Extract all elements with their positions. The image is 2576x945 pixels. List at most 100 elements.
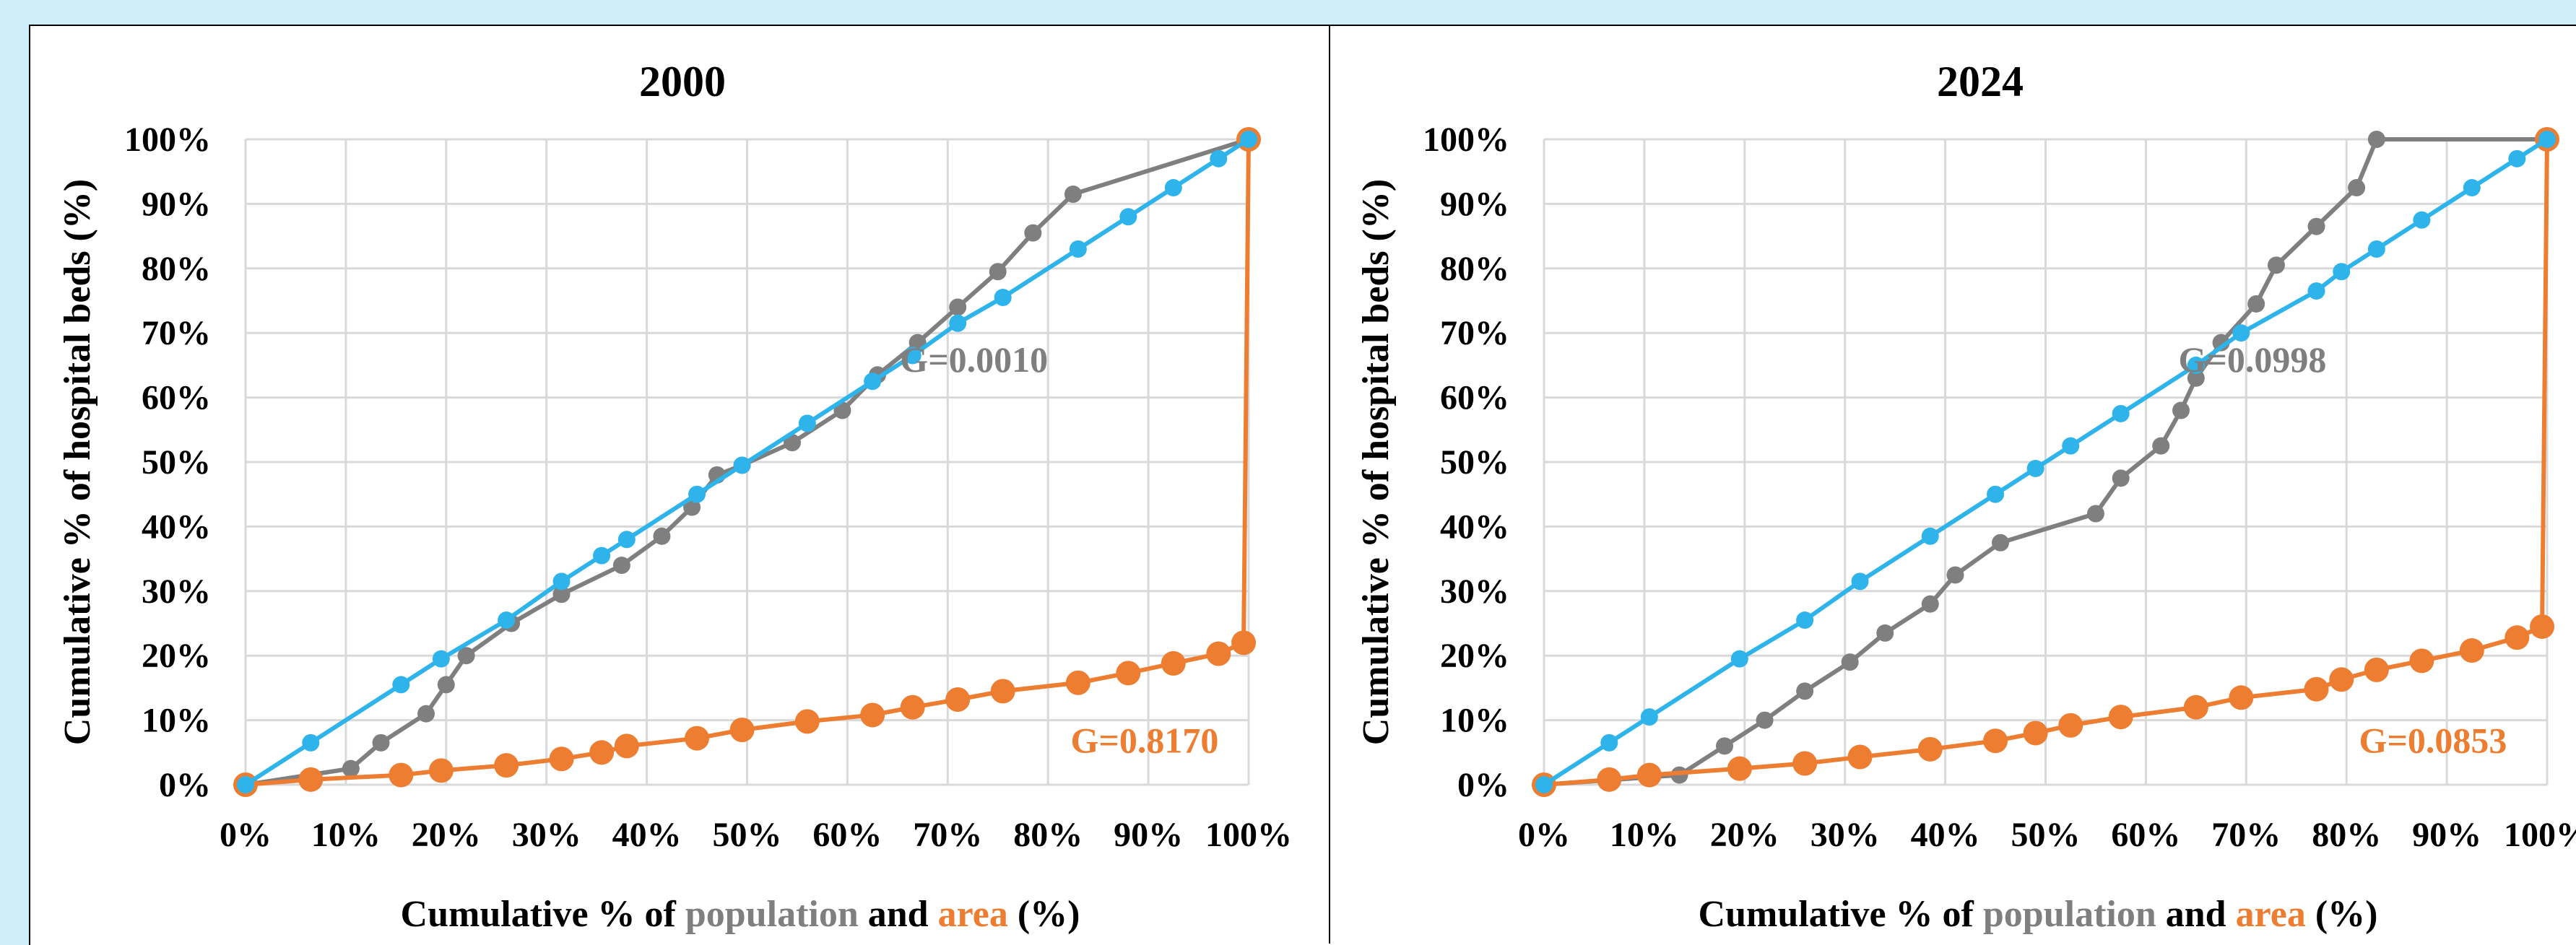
data-point-equality — [798, 414, 816, 432]
y-tick-label: 100% — [1423, 121, 1509, 159]
data-point-area — [298, 767, 324, 792]
chart-title: 2000 — [639, 58, 726, 105]
y-tick-label: 90% — [142, 185, 211, 223]
data-point-area — [1983, 728, 2008, 754]
x-tick-label: 50% — [2011, 816, 2081, 854]
data-point-area — [389, 762, 414, 788]
data-point-area — [1792, 751, 1818, 776]
data-point-equality — [2062, 437, 2080, 455]
chart-panel-2000: 2000 0% 10% 20% 30% 40% 50% 60% 70% 80% 90% 100% 0% 1… — [57, 58, 1292, 935]
data-point-equality — [617, 531, 636, 549]
data-point-area — [1636, 762, 1662, 788]
data-point-population — [2367, 131, 2385, 148]
y-tick-label: 90% — [1440, 185, 1509, 223]
data-point-population — [1716, 737, 1734, 755]
x-tick-label: 30% — [1810, 816, 1880, 854]
data-point-area — [589, 740, 615, 765]
x-tick-label: 30% — [512, 816, 581, 854]
data-point-equality — [864, 373, 882, 391]
x-tick-label: 60% — [2111, 816, 2180, 854]
data-point-area — [2364, 657, 2389, 682]
y-axis-label: Cumulative % of hospital beds (%) — [57, 179, 98, 745]
panel-divider — [1329, 25, 1330, 944]
data-point-area — [900, 694, 925, 720]
data-point-equality — [994, 289, 1012, 307]
data-point-area — [685, 726, 710, 751]
y-tick-label: 100% — [124, 121, 211, 159]
data-point-population — [989, 263, 1007, 281]
y-tick-label: 80% — [1440, 250, 1509, 288]
x-tick-label: 90% — [2412, 816, 2481, 854]
data-point-area — [1847, 744, 1873, 770]
data-point-area — [1161, 650, 1186, 676]
data-point-equality — [237, 776, 254, 793]
data-point-equality — [949, 314, 967, 332]
x-tick-label: 80% — [1013, 816, 1083, 854]
data-point-population — [1064, 185, 1082, 203]
data-point-area — [2023, 720, 2048, 746]
gini-annotation-area: G=0.0853 — [2359, 720, 2507, 760]
data-point-equality — [903, 347, 921, 365]
data-point-equality — [2538, 131, 2556, 148]
gini-annotation-population: G=0.0998 — [2179, 339, 2327, 380]
data-point-population — [612, 557, 630, 575]
data-point-population — [2212, 334, 2230, 352]
data-point-equality — [2307, 282, 2325, 300]
data-point-population — [2348, 179, 2366, 197]
data-point-equality — [1210, 149, 1228, 167]
chart-title: 2024 — [1937, 58, 2024, 105]
x-tick-label: 0% — [1518, 816, 1570, 854]
y-tick-label: 60% — [142, 379, 211, 417]
data-point-area — [2229, 685, 2254, 710]
data-point-equality — [1851, 572, 1869, 591]
data-point-population — [2267, 256, 2285, 274]
data-point-population — [2187, 369, 2205, 387]
data-point-population — [457, 647, 475, 665]
y-tick-label: 80% — [142, 250, 211, 288]
y-tick-label: 50% — [1440, 443, 1509, 482]
data-point-area — [549, 746, 574, 772]
data-point-equality — [1730, 650, 1748, 668]
data-point-area — [494, 753, 519, 778]
data-point-area — [614, 733, 639, 759]
y-tick-label: 40% — [142, 508, 211, 546]
data-point-population — [2172, 401, 2190, 419]
y-tick-label: 30% — [142, 572, 211, 611]
data-point-equality — [1921, 527, 1939, 545]
series-equality — [1535, 131, 2556, 793]
data-point-area — [1917, 736, 1943, 762]
y-tick-label: 0% — [159, 766, 211, 804]
data-point-area — [2530, 614, 2555, 639]
series-area — [1532, 127, 2559, 797]
data-point-population — [1796, 682, 1814, 700]
data-point-equality — [498, 611, 516, 630]
x-axis-label: Cumulative % of population and area (%) — [401, 894, 1080, 935]
gini-annotation-population: G=0.0010 — [900, 339, 1048, 380]
x-tick-label: 100% — [2504, 816, 2576, 854]
data-point-area — [729, 718, 755, 743]
data-point-equality — [1240, 131, 1257, 148]
data-point-area — [1231, 630, 1257, 656]
data-point-area — [2329, 667, 2354, 692]
series-equality — [237, 131, 1257, 793]
chart-panel-2024: 2024 0% 10% 20% 30% 40% 50% 60% 70% 80% 90% 100% 0% 1… — [1356, 58, 2576, 935]
y-tick-label: 40% — [1440, 508, 1509, 546]
data-point-equality — [392, 676, 410, 694]
data-point-area — [2505, 625, 2530, 650]
data-point-population — [1024, 224, 1042, 242]
data-point-population — [342, 759, 360, 778]
data-point-equality — [2232, 324, 2250, 342]
x-tick-label: 70% — [913, 816, 982, 854]
data-point-area — [1065, 670, 1090, 695]
data-point-area — [2459, 638, 2484, 663]
data-point-equality — [2367, 240, 2385, 258]
data-point-area — [1597, 767, 1622, 792]
data-point-equality — [1119, 208, 1137, 226]
y-tick-label: 70% — [142, 314, 211, 352]
data-point-equality — [1987, 485, 2005, 503]
data-point-population — [437, 676, 455, 694]
data-point-population — [2086, 505, 2104, 523]
x-tick-label: 40% — [612, 816, 682, 854]
x-axis-label: Cumulative % of population and area (%) — [1699, 894, 2378, 935]
